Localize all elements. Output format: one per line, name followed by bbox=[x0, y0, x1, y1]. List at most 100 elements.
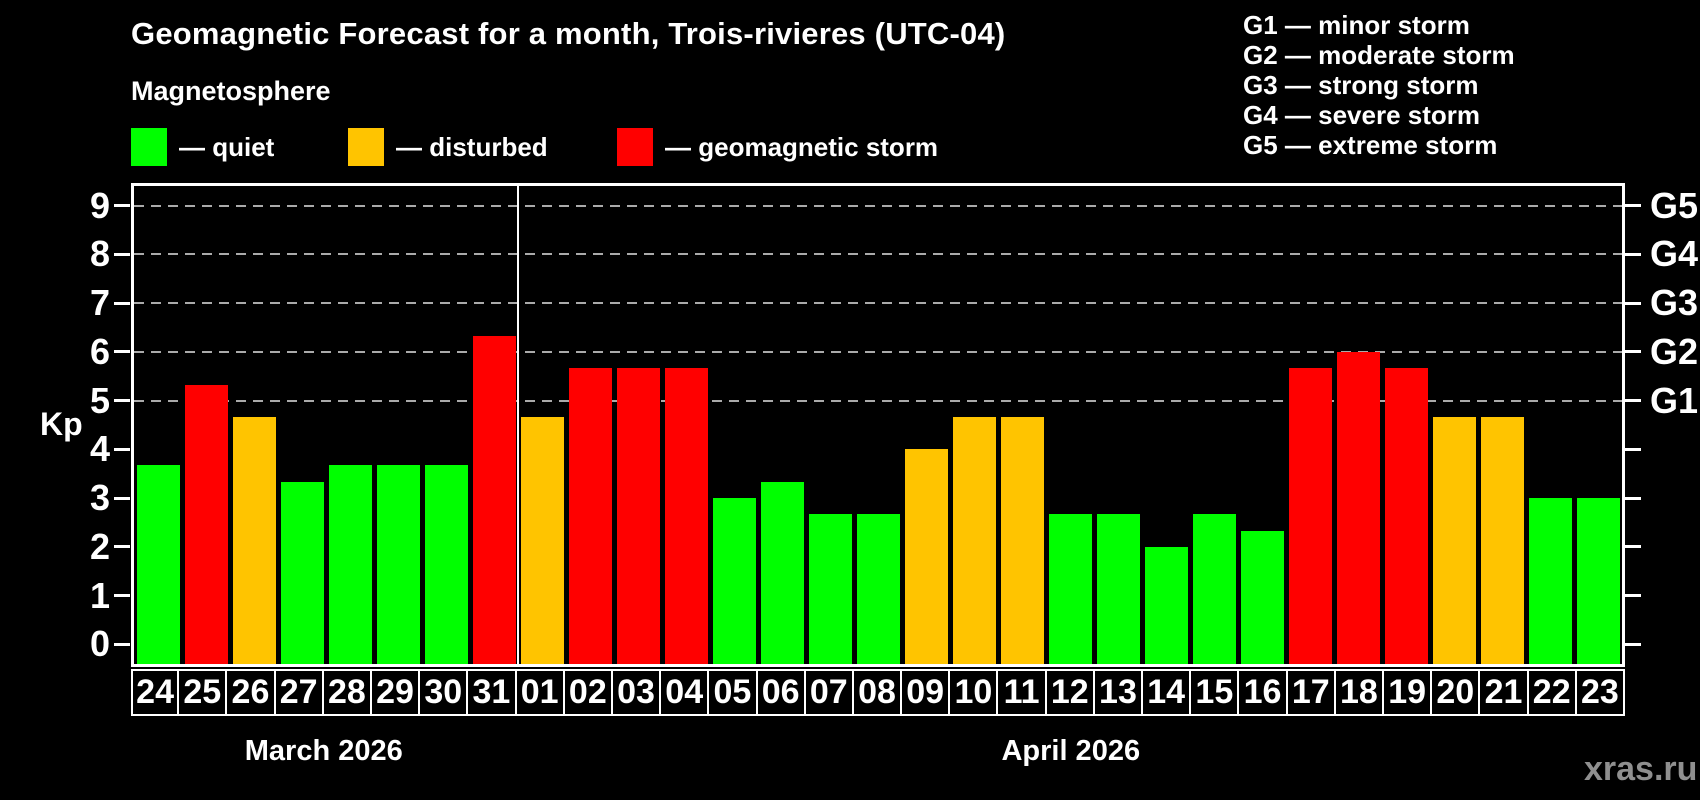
date-cell-05: 05 bbox=[707, 669, 758, 716]
g-scale-label-G4: G4 bbox=[1650, 233, 1699, 275]
kp-bar-24 bbox=[136, 465, 180, 664]
gridline-kp7 bbox=[134, 302, 1622, 305]
disturbed-legend-label: — disturbed bbox=[396, 132, 548, 162]
y-tick-label-8: 8 bbox=[89, 233, 110, 275]
date-cell-01: 01 bbox=[514, 669, 565, 716]
storm-legend-swatch bbox=[617, 128, 653, 166]
y-tick-0 bbox=[114, 642, 130, 646]
date-cell-30: 30 bbox=[418, 669, 469, 716]
month-label-march: March 2026 bbox=[244, 735, 403, 767]
g4-legend-line: G4 — severe storm bbox=[1243, 100, 1481, 130]
date-cell-20: 20 bbox=[1430, 669, 1481, 716]
g-tick-5 bbox=[1625, 399, 1641, 403]
storm-legend-label: — geomagnetic storm bbox=[665, 132, 939, 162]
kp-bar-31 bbox=[472, 335, 516, 664]
y-tick-8 bbox=[114, 252, 130, 256]
date-cell-08: 08 bbox=[851, 669, 903, 716]
kp-bar-17 bbox=[1288, 367, 1332, 664]
kp-bar-25 bbox=[184, 384, 228, 664]
y-tick-7 bbox=[114, 301, 130, 305]
g-tick-0 bbox=[1625, 642, 1641, 646]
kp-bar-26 bbox=[232, 416, 276, 664]
watermark: xras.ru bbox=[1584, 750, 1698, 788]
date-cell-24: 24 bbox=[131, 669, 180, 716]
kp-bar-23 bbox=[1576, 498, 1620, 664]
kp-bar-12 bbox=[1048, 514, 1092, 664]
y-tick-label-5: 5 bbox=[89, 379, 110, 421]
kp-bar-08 bbox=[856, 514, 900, 664]
kp-bar-01 bbox=[520, 416, 564, 664]
date-cell-31: 31 bbox=[466, 669, 517, 716]
g-tick-7 bbox=[1625, 301, 1641, 305]
y-tick-label-7: 7 bbox=[89, 282, 110, 324]
y-tick-label-0: 0 bbox=[89, 623, 110, 665]
kp-bar-04 bbox=[664, 367, 708, 664]
kp-bar-11 bbox=[1000, 416, 1044, 664]
g5-legend-line: G5 — extreme storm bbox=[1243, 130, 1498, 160]
date-cell-15: 15 bbox=[1189, 669, 1240, 716]
kp-bar-18 bbox=[1336, 351, 1380, 664]
disturbed-legend-swatch bbox=[348, 128, 384, 166]
kp-bar-22 bbox=[1528, 498, 1572, 664]
date-cell-19: 19 bbox=[1382, 669, 1433, 716]
g1-legend-line: G1 — minor storm bbox=[1243, 10, 1470, 40]
y-tick-label-4: 4 bbox=[89, 428, 110, 470]
kp-bar-21 bbox=[1480, 416, 1524, 664]
y-tick-1 bbox=[114, 594, 130, 598]
g2-legend-line: G2 — moderate storm bbox=[1243, 40, 1515, 70]
gridline-kp9 bbox=[134, 204, 1622, 207]
date-cell-26: 26 bbox=[225, 669, 276, 716]
y-tick-9 bbox=[114, 204, 130, 207]
kp-bar-06 bbox=[760, 482, 804, 664]
kp-bar-10 bbox=[952, 416, 996, 664]
date-cell-09: 09 bbox=[900, 669, 951, 716]
kp-bar-13 bbox=[1096, 514, 1140, 664]
kp-bar-27 bbox=[280, 482, 324, 664]
y-tick-label-6: 6 bbox=[89, 330, 110, 372]
date-cell-13: 13 bbox=[1092, 669, 1144, 716]
y-tick-3 bbox=[114, 496, 130, 500]
month-separator bbox=[517, 186, 519, 664]
kp-bar-15 bbox=[1192, 514, 1236, 664]
date-cell-16: 16 bbox=[1237, 669, 1288, 716]
y-tick-4 bbox=[114, 447, 130, 451]
quiet-legend-label: — quiet bbox=[179, 132, 275, 162]
date-cell-29: 29 bbox=[369, 669, 421, 716]
g-tick-3 bbox=[1625, 496, 1641, 500]
g-tick-1 bbox=[1625, 594, 1641, 598]
g-scale-label-G3: G3 bbox=[1650, 282, 1699, 324]
quiet-legend-swatch bbox=[131, 128, 167, 166]
kp-bar-28 bbox=[328, 465, 372, 664]
gridline-kp6 bbox=[134, 350, 1622, 353]
chart-title: Geomagnetic Forecast for a month, Trois-… bbox=[131, 16, 1006, 51]
y-tick-label-9: 9 bbox=[89, 184, 110, 226]
g-scale-label-G2: G2 bbox=[1650, 330, 1699, 372]
date-cell-21: 21 bbox=[1478, 669, 1529, 716]
g-scale-label-G1: G1 bbox=[1650, 379, 1699, 421]
date-cell-28: 28 bbox=[321, 669, 372, 716]
date-cell-10: 10 bbox=[948, 669, 999, 716]
kp-bar-09 bbox=[904, 449, 948, 664]
kp-bar-05 bbox=[712, 498, 756, 664]
kp-bar-16 bbox=[1240, 530, 1284, 664]
date-cell-17: 17 bbox=[1285, 669, 1336, 716]
y-tick-5 bbox=[114, 399, 130, 403]
kp-bar-29 bbox=[376, 465, 420, 664]
kp-bar-19 bbox=[1384, 367, 1428, 664]
kp-bar-03 bbox=[616, 367, 660, 664]
y-tick-6 bbox=[114, 350, 130, 354]
kp-bar-14 bbox=[1144, 546, 1188, 664]
y-tick-label-3: 3 bbox=[89, 477, 110, 519]
date-cell-06: 06 bbox=[755, 669, 806, 716]
date-cell-23: 23 bbox=[1574, 669, 1625, 716]
g-tick-6 bbox=[1625, 350, 1641, 354]
g3-legend-line: G3 — strong storm bbox=[1243, 70, 1479, 100]
date-cell-22: 22 bbox=[1526, 669, 1577, 716]
date-cell-12: 12 bbox=[1044, 669, 1095, 716]
date-cell-14: 14 bbox=[1141, 669, 1192, 716]
date-cell-27: 27 bbox=[273, 669, 324, 716]
kp-bar-30 bbox=[424, 465, 468, 664]
g-tick-8 bbox=[1625, 252, 1641, 256]
date-cell-03: 03 bbox=[610, 669, 662, 716]
